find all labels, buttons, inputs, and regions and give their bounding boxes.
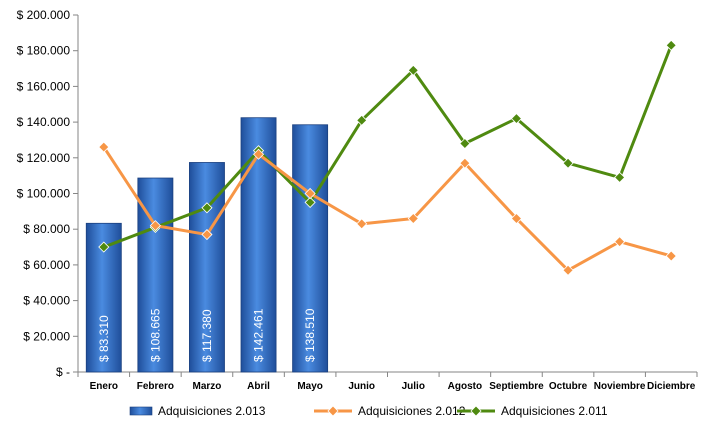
x-tick-label: Febrero — [137, 381, 174, 392]
line-point-marker — [459, 137, 471, 150]
line-point-marker — [665, 250, 677, 262]
x-tick-label: Marzo — [193, 381, 222, 392]
x-tick-label: Junio — [348, 381, 375, 392]
lines — [98, 39, 677, 276]
line-point-marker — [510, 212, 523, 225]
bar — [189, 162, 225, 373]
line-point-marker — [562, 157, 574, 169]
x-tick-label: Agosto — [448, 381, 482, 392]
y-tick-label: $ 180.000 — [17, 44, 71, 58]
legend: Adquisiciones 2.013 Adquisiciones 2.012 Ad… — [129, 404, 608, 418]
line-point-marker — [201, 202, 213, 214]
series-line-group — [98, 39, 677, 253]
legend-item: Adquisiciones 2.012 — [314, 404, 466, 418]
y-tick-label: $ 40.000 — [23, 294, 70, 308]
line-point-marker — [304, 196, 316, 208]
x-axis: Enero Febrero Marzo Abril Mayo Junio Julio Agos… — [77, 371, 698, 392]
line-point-marker — [252, 148, 265, 160]
y-tick-label: $ 100.000 — [17, 187, 71, 201]
y-tick-label: $ 120.000 — [17, 151, 71, 165]
y-tick-label: $ 60.000 — [23, 258, 70, 272]
line-point-marker — [356, 114, 368, 126]
line-point-marker — [304, 187, 316, 200]
x-tick-label: Noviembre — [594, 381, 646, 392]
legend-swatch-bar — [129, 406, 153, 416]
x-tick-label: Septiembre — [489, 381, 544, 392]
x-tick-label: Enero — [90, 381, 118, 392]
line-point-marker — [356, 218, 368, 230]
bar-data-label: $ 138.510 — [303, 308, 317, 362]
line-point-marker — [149, 220, 161, 232]
x-tick-label: Mayo — [297, 381, 323, 392]
x-tick-label: Octubre — [549, 381, 588, 392]
x-tick-label: Diciembre — [647, 381, 696, 392]
legend-label: Adquisiciones 2.012 — [358, 404, 466, 418]
legend-item: Adquisiciones 2.013 — [129, 404, 266, 418]
bar-data-label: $ 108.665 — [148, 308, 162, 362]
y-axis: $ - $ 20.000 $ 40.000 $ 60.000 $ 80.000 $ 100… — [17, 8, 79, 379]
series-line — [103, 44, 673, 249]
bar-data-label: $ 83.310 — [97, 315, 111, 362]
x-tick-label: Abril — [247, 381, 270, 392]
series-line-group — [98, 141, 677, 276]
line-point-marker — [665, 39, 677, 51]
line-point-marker — [407, 64, 419, 76]
line-point-marker — [201, 228, 213, 241]
line-point-marker — [98, 141, 110, 153]
line-point-marker — [98, 241, 110, 253]
legend-label: Adquisiciones 2.011 — [501, 404, 608, 418]
bar — [240, 117, 277, 373]
y-tick-label: $ - — [56, 365, 70, 379]
y-tick-label: $ 20.000 — [23, 329, 70, 343]
bars-adquisiciones-2013: $ 83.310 $ 108.665 $ 117.380 $ 142.461 $ 138… — [85, 117, 329, 373]
legend-label: Adquisiciones 2.013 — [158, 404, 266, 418]
line-point-marker — [407, 212, 419, 225]
y-tick-label: $ 160.000 — [17, 79, 71, 93]
line-point-marker — [614, 171, 626, 184]
legend-item: Adquisiciones 2.011 — [457, 404, 608, 418]
line-point-marker — [562, 264, 574, 276]
line-point-marker — [614, 236, 626, 248]
line-point-marker — [459, 157, 471, 169]
legend-swatch-marker — [327, 405, 339, 417]
bar-data-label: $ 117.380 — [200, 309, 214, 362]
line-point-marker — [510, 112, 523, 125]
bar-data-label: $ 142.461 — [252, 308, 266, 362]
y-tick-label: $ 80.000 — [23, 222, 70, 236]
bar — [292, 124, 329, 373]
series-line — [102, 146, 672, 272]
y-tick-label: $ 140.000 — [17, 115, 71, 129]
legend-swatch-marker — [470, 405, 482, 417]
y-tick-label: $ 200.000 — [17, 8, 71, 22]
x-tick-label: Julio — [402, 381, 425, 392]
